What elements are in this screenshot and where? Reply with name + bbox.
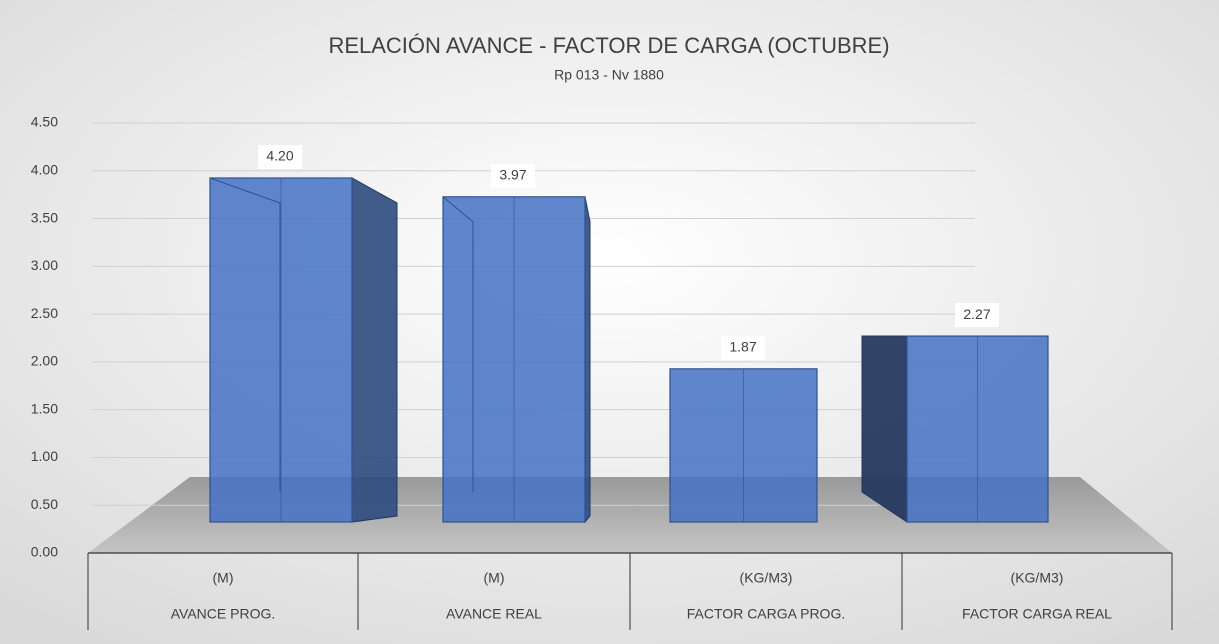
bar-side — [584, 196, 591, 524]
value-label: 3.97 — [499, 167, 526, 183]
x-tick-label: AVANCE REAL — [446, 606, 542, 622]
chart-title: RELACIÓN AVANCE - FACTOR DE CARGA (OCTUB… — [328, 33, 889, 58]
y-tick-label: 2.00 — [31, 353, 58, 369]
x-unit-label: (M) — [484, 570, 505, 586]
x-tick-label: FACTOR CARGA REAL — [962, 606, 1112, 622]
x-unit-label: (KG/M3) — [740, 570, 793, 586]
y-tick-label: 4.00 — [31, 161, 58, 177]
bar-edge — [442, 196, 474, 492]
value-label-box — [491, 163, 535, 188]
x-tick-label: AVANCE PROG. — [171, 606, 276, 622]
value-label: 4.20 — [266, 148, 293, 164]
y-tick-label: 3.00 — [31, 257, 58, 273]
x-unit-label: (M) — [213, 570, 234, 586]
y-tick-label: 4.50 — [31, 114, 58, 130]
y-tick-label: 1.50 — [31, 400, 58, 416]
y-tick-label: 0.50 — [31, 496, 58, 512]
value-label-box — [721, 335, 765, 360]
x-tick-label: FACTOR CARGA PROG. — [687, 606, 845, 622]
y-tick-label: 2.50 — [31, 305, 58, 321]
value-label: 2.27 — [963, 306, 990, 322]
value-label-box — [258, 144, 302, 169]
bar-edge — [209, 177, 281, 492]
value-label: 1.87 — [729, 339, 756, 355]
bar-side — [861, 335, 908, 523]
value-label-box — [955, 303, 999, 328]
x-unit-label: (KG/M3) — [1011, 570, 1064, 586]
chart-subtitle: Rp 013 - Nv 1880 — [554, 67, 664, 83]
y-tick-label: 3.50 — [31, 209, 58, 225]
y-tick-label: 1.00 — [31, 448, 58, 464]
y-tick-label: 0.00 — [31, 544, 58, 560]
category-axis — [87, 552, 1173, 630]
bar-side — [351, 177, 398, 523]
